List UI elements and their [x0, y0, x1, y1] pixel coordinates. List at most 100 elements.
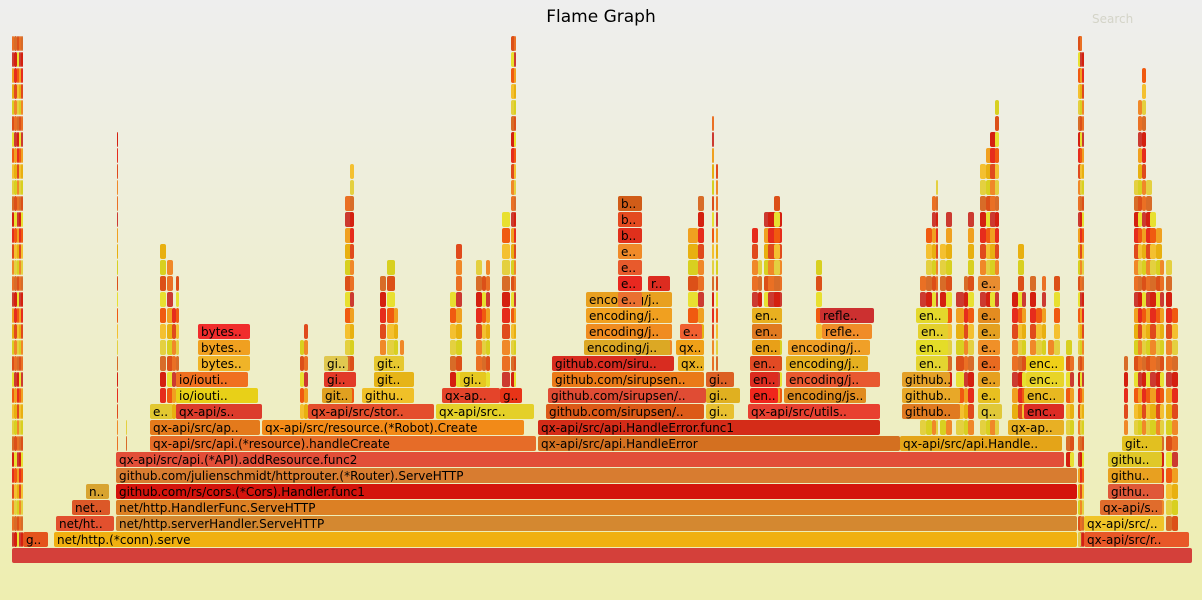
frame-rect[interactable]: [1160, 420, 1164, 435]
stack-frame[interactable]: e..: [618, 244, 642, 259]
frame-rect[interactable]: [17, 148, 19, 163]
frame-rect[interactable]: [17, 164, 19, 179]
frame-rect[interactable]: [964, 404, 968, 419]
frame-rect[interactable]: [980, 212, 986, 227]
frame-rect[interactable]: [618, 228, 642, 243]
frame-rect[interactable]: [1142, 260, 1146, 275]
frame-rect[interactable]: [21, 52, 23, 67]
frame-rect[interactable]: [1080, 340, 1082, 355]
frame-rect[interactable]: [678, 356, 704, 371]
frame-rect[interactable]: [21, 468, 23, 483]
frame-rect[interactable]: [618, 244, 642, 259]
frame-rect[interactable]: [380, 324, 386, 339]
frame-rect[interactable]: [748, 404, 880, 419]
frame-rect[interactable]: [12, 68, 14, 83]
frame-rect[interactable]: [322, 388, 352, 403]
frame-rect[interactable]: [1012, 388, 1018, 403]
frame-rect[interactable]: [786, 372, 880, 387]
frame-rect[interactable]: [946, 228, 952, 243]
frame-rect[interactable]: [400, 340, 404, 355]
frame-rect[interactable]: [584, 340, 670, 355]
frame-rect[interactable]: [822, 324, 872, 339]
frame-rect[interactable]: [116, 516, 1077, 531]
frame-rect[interactable]: [14, 148, 17, 163]
frame-rect[interactable]: [716, 164, 718, 179]
frame-rect[interactable]: [1080, 148, 1082, 163]
frame-rect[interactable]: [160, 372, 166, 387]
frame-rect[interactable]: [21, 516, 23, 531]
frame-rect[interactable]: [932, 292, 936, 307]
frame-rect[interactable]: [786, 356, 868, 371]
frame-rect[interactable]: [12, 516, 14, 531]
frame-rect[interactable]: [1142, 340, 1146, 355]
frame-rect[interactable]: [14, 436, 17, 451]
frame-rect[interactable]: [350, 356, 354, 371]
frame-rect[interactable]: [1082, 84, 1084, 99]
frame-rect[interactable]: [1172, 324, 1178, 339]
frame-rect[interactable]: [17, 404, 19, 419]
stack-frame[interactable]: qx-api/src/utils..: [748, 404, 880, 419]
frame-rect[interactable]: [968, 340, 974, 355]
frame-rect[interactable]: [1142, 372, 1146, 387]
frame-rect[interactable]: [712, 196, 714, 211]
frame-rect[interactable]: [1150, 372, 1156, 387]
frame-rect[interactable]: [1142, 324, 1146, 339]
frame-rect[interactable]: [1080, 180, 1082, 195]
frame-rect[interactable]: [688, 260, 698, 275]
frame-rect[interactable]: [936, 228, 938, 243]
frame-rect[interactable]: [788, 340, 870, 355]
frame-rect[interactable]: [784, 388, 866, 403]
frame-rect[interactable]: [117, 292, 118, 307]
frame-rect[interactable]: [1024, 404, 1064, 419]
frame-rect[interactable]: [14, 324, 17, 339]
stack-frame[interactable]: github.com/sirupsen/..: [546, 404, 704, 419]
frame-rect[interactable]: [995, 164, 999, 179]
frame-rect[interactable]: [117, 260, 118, 275]
stack-frame[interactable]: qx..: [678, 356, 704, 371]
frame-rect[interactable]: [618, 260, 642, 275]
frame-rect[interactable]: [19, 276, 21, 291]
frame-rect[interactable]: [940, 420, 946, 435]
frame-rect[interactable]: [198, 340, 250, 355]
frame-rect[interactable]: [502, 212, 510, 227]
frame-rect[interactable]: [1150, 260, 1156, 275]
frame-rect[interactable]: [706, 388, 740, 403]
stack-frame[interactable]: en..: [918, 324, 948, 339]
frame-rect[interactable]: [902, 372, 950, 387]
stack-frame[interactable]: github..: [902, 388, 960, 403]
frame-rect[interactable]: [1022, 308, 1026, 323]
stack-frame[interactable]: bytes..: [198, 356, 250, 371]
frame-rect[interactable]: [456, 356, 462, 371]
frame-rect[interactable]: [19, 148, 21, 163]
frame-rect[interactable]: [17, 36, 19, 51]
frame-rect[interactable]: [1082, 148, 1084, 163]
frame-rect[interactable]: [172, 308, 176, 323]
frame-rect[interactable]: [774, 260, 780, 275]
frame-rect[interactable]: [19, 292, 21, 307]
frame-rect[interactable]: [21, 148, 23, 163]
frame-rect[interactable]: [946, 244, 952, 259]
frame-rect[interactable]: [21, 484, 23, 499]
frame-rect[interactable]: [1160, 356, 1164, 371]
frame-rect[interactable]: [456, 260, 462, 275]
frame-rect[interactable]: [1150, 404, 1156, 419]
frame-rect[interactable]: [1172, 340, 1178, 355]
frame-rect[interactable]: [19, 212, 21, 227]
frame-rect[interactable]: [980, 180, 986, 195]
frame-rect[interactable]: [17, 180, 19, 195]
frame-rect[interactable]: [1080, 292, 1082, 307]
frame-rect[interactable]: [176, 308, 179, 323]
frame-rect[interactable]: [978, 388, 1000, 403]
frame-rect[interactable]: [380, 340, 386, 355]
frame-rect[interactable]: [160, 388, 166, 403]
frame-rect[interactable]: [14, 228, 17, 243]
frame-rect[interactable]: [1082, 388, 1084, 403]
frame-rect[interactable]: [514, 164, 516, 179]
frame-rect[interactable]: [1070, 452, 1074, 467]
frame-rect[interactable]: [514, 132, 516, 147]
frame-rect[interactable]: [716, 292, 718, 307]
frame-rect[interactable]: [486, 308, 490, 323]
frame-rect[interactable]: [1150, 212, 1156, 227]
frame-rect[interactable]: [450, 356, 456, 371]
frame-rect[interactable]: [14, 308, 17, 323]
